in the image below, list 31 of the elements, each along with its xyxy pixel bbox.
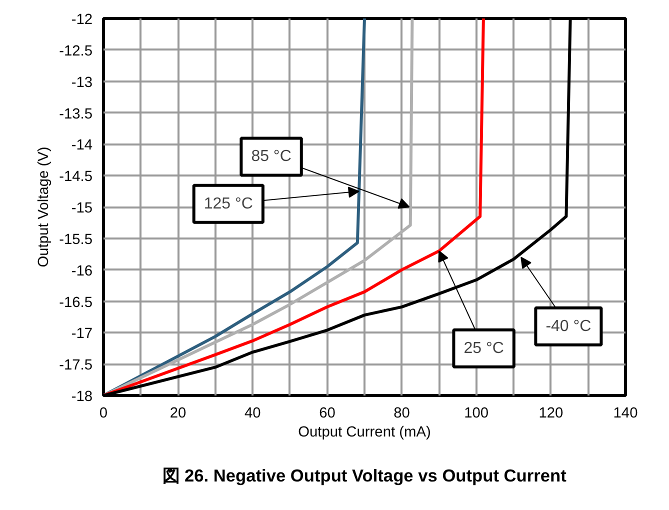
x-tick-label: 120: [538, 406, 564, 422]
annotation: -40 °C: [546, 318, 592, 335]
line-series: [104, 18, 485, 396]
annotation: 85 °C: [251, 148, 292, 166]
y-tick-label: -15.5: [59, 232, 92, 248]
x-tick-label: 60: [319, 406, 336, 422]
annotation: 125 °C: [204, 195, 253, 212]
y-tick-label: -16.5: [59, 294, 92, 311]
y-tick-label: -12.5: [59, 43, 92, 60]
y-tick-label: -17: [71, 326, 93, 342]
line-series: [104, 18, 414, 396]
y-tick-label: -14: [71, 138, 93, 154]
x-tick-label: 20: [170, 406, 186, 422]
x-tick-label: 140: [613, 406, 638, 422]
x-axis-title: Output Current (mA): [298, 424, 431, 440]
x-tick-label: 100: [464, 406, 489, 422]
y-tick-label: -13.5: [59, 106, 92, 122]
y-tick-label: -14.5: [59, 169, 92, 186]
x-tick-label: 0: [99, 406, 108, 422]
y-tick-label: -12: [71, 12, 93, 28]
y-tick-label: -15: [71, 200, 93, 216]
annotation: 25 °C: [464, 340, 504, 357]
y-tick-label: -18: [71, 389, 93, 405]
text: 図 26. Negative Output Voltage vs Output Current: [162, 466, 567, 486]
line-series: [104, 18, 366, 396]
y-tick-label: -13: [71, 74, 93, 91]
x-tick-label: 40: [244, 406, 261, 422]
y-axis-title: Output Voltage (V): [36, 146, 52, 268]
y-tick-label: -16: [71, 263, 93, 280]
y-tick-label: -17.5: [59, 358, 92, 374]
x-tick-label: 80: [394, 406, 410, 422]
